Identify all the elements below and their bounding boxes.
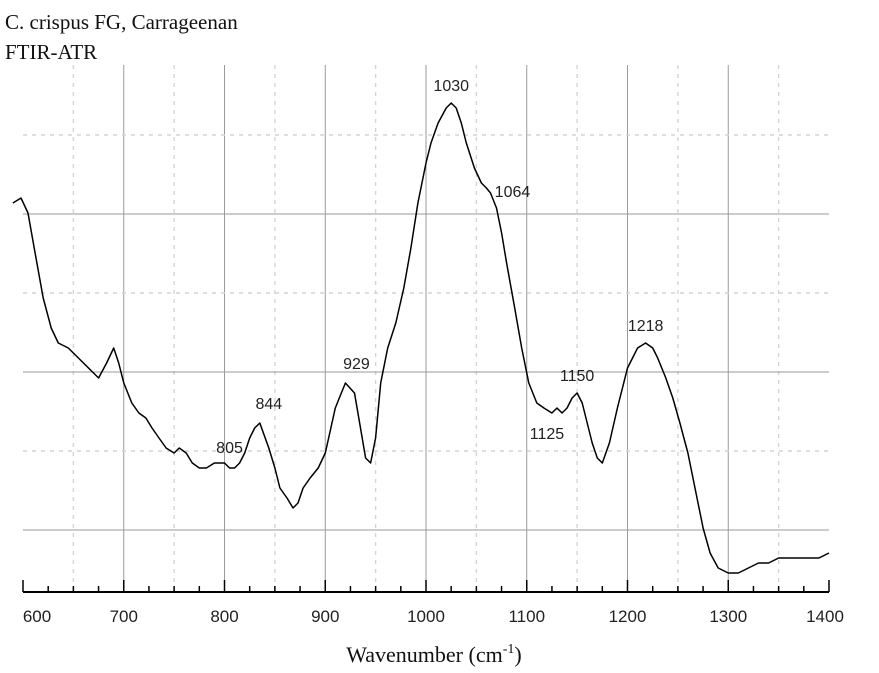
x-axis-label-superscript: -1 (503, 642, 515, 657)
peak-label-844: 844 (255, 396, 282, 413)
x-tick-label: 1100 (508, 607, 545, 626)
peak-label-1125: 1125 (530, 426, 565, 443)
chart-title-line-2: FTIR-ATR (5, 40, 97, 64)
x-tick-label: 800 (210, 607, 238, 626)
x-tick-label: 1200 (609, 607, 647, 626)
chart-title-line-1: C. crispus FG, Carrageenan (5, 10, 238, 34)
x-axis-label-end: ) (514, 642, 521, 667)
peak-label-929: 929 (343, 356, 370, 373)
x-tick-label: 1000 (407, 607, 445, 626)
x-axis-label-main: Wavenumber (cm (346, 642, 502, 667)
x-tick-labels: 600 700 800 900 1000 1100 1200 1300 1400 (23, 607, 844, 626)
spectrum-line (12, 102, 830, 574)
x-tick-label: 600 (23, 607, 51, 626)
peak-labels: 805 844 929 1030 1064 1125 1150 1218 (216, 78, 663, 457)
x-tick-label: 1400 (806, 607, 844, 626)
x-tick-label: 900 (311, 607, 339, 626)
peak-label-1030: 1030 (433, 78, 469, 95)
x-axis-label: Wavenumber (cm-1) (346, 642, 521, 667)
x-tick-label: 1300 (709, 607, 747, 626)
grid (23, 65, 829, 592)
peak-label-1150: 1150 (560, 368, 595, 385)
x-tick-label: 700 (110, 607, 138, 626)
peak-label-1218: 1218 (628, 318, 664, 335)
peak-label-805: 805 (216, 440, 243, 457)
peak-label-1064: 1064 (495, 184, 531, 201)
x-axis-ticks (22, 580, 830, 592)
